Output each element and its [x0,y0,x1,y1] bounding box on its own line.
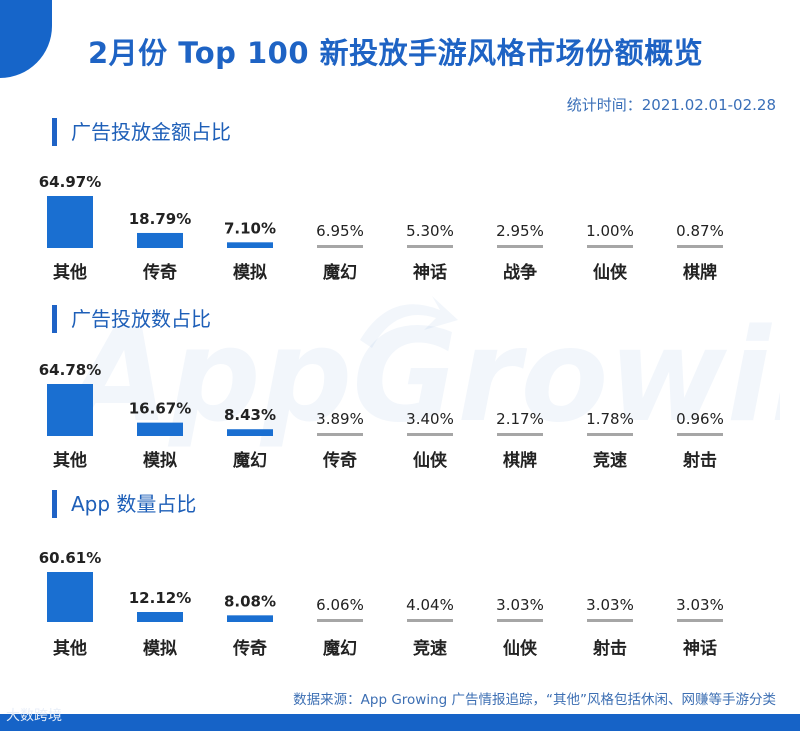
stat-period: 统计时间：2021.02.01-02.28 [566,96,776,114]
value-label-棋牌: 2.17% [496,410,544,428]
category-label-仙侠: 仙侠 [593,262,628,283]
category-label-传奇: 传奇 [322,450,357,471]
bar-传奇 [227,615,273,622]
bar-其他 [47,572,93,622]
bar-其他 [47,196,93,248]
bar-模拟 [227,242,273,248]
bar-神话 [407,245,453,248]
bar-神话 [677,619,723,622]
category-label-魔幻: 魔幻 [323,638,357,659]
chart-ad-count-share: 64.78% 其他 16.67% 模拟 8.43% 魔幻 3.89% 传奇 3.40% 仙侠 2.1… [39,361,724,471]
value-label-仙侠: 3.03% [496,596,544,614]
value-label-传奇: 3.89% [316,410,364,428]
category-label-竞速: 竞速 [593,450,627,471]
category-label-仙侠: 仙侠 [413,450,448,471]
bar-射击 [677,433,723,436]
category-label-其他: 其他 [53,638,87,659]
bar-仙侠 [497,619,543,622]
watermark-arrow-icon [360,296,458,348]
category-label-其他: 其他 [53,262,87,283]
bar-仙侠 [407,433,453,436]
category-label-竞速: 竞速 [413,638,447,659]
category-label-射击: 射击 [592,638,627,659]
bar-魔幻 [317,619,363,622]
value-label-射击: 3.03% [586,596,634,614]
category-label-射击: 射击 [682,450,717,471]
bar-模拟 [137,422,183,436]
bar-魔幻 [317,245,363,248]
bar-传奇 [137,232,183,248]
footer-note: 数据来源：App Growing 广告情报追踪，“其他”风格包括休闲、网赚等手游… [293,692,776,708]
value-label-魔幻: 6.95% [316,222,364,240]
value-label-战争: 2.95% [496,222,544,240]
category-label-棋牌: 棋牌 [683,262,717,283]
category-label-仙侠: 仙侠 [503,638,538,659]
value-label-模拟: 12.12% [129,589,191,607]
value-label-神话: 5.30% [406,222,454,240]
value-label-仙侠: 3.40% [406,410,454,428]
bottom-bar [0,714,800,731]
category-label-模拟: 模拟 [143,638,177,659]
section-heading-ad-spend: 广告投放金额占比 [52,118,231,146]
value-label-传奇: 8.08% [224,592,276,610]
value-label-竞速: 4.04% [406,596,454,614]
value-label-魔幻: 8.43% [224,406,276,424]
value-label-传奇: 18.79% [129,210,191,228]
value-label-其他: 60.61% [39,549,101,567]
bar-竞速 [407,619,453,622]
bar-射击 [587,619,633,622]
category-label-模拟: 模拟 [233,262,267,283]
category-label-传奇: 传奇 [142,262,177,283]
bar-魔幻 [227,429,273,436]
value-label-棋牌: 0.87% [676,222,724,240]
bar-棋牌 [677,245,723,248]
category-label-其他: 其他 [53,450,87,471]
bar-棋牌 [497,433,543,436]
chart-ad-spend-share: 64.97% 其他 18.79% 传奇 7.10% 模拟 6.95% 魔幻 5.30% 神话 2.9… [39,173,724,283]
category-label-战争: 战争 [503,262,537,283]
category-label-传奇: 传奇 [232,638,267,659]
value-label-射击: 0.96% [676,410,724,428]
category-label-魔幻: 魔幻 [233,450,267,471]
corner-accent [0,0,52,78]
value-label-其他: 64.78% [39,361,101,379]
value-label-神话: 3.03% [676,596,724,614]
chart-app-count-share: 60.61% 其他 12.12% 模拟 8.08% 传奇 6.06% 魔幻 4.04% 竞速 3.0… [39,549,724,659]
value-label-魔幻: 6.06% [316,596,364,614]
value-label-模拟: 16.67% [129,400,191,418]
bar-其他 [47,384,93,436]
section-heading-ad-count: 广告投放数占比 [52,305,211,333]
category-label-神话: 神话 [413,262,447,283]
bar-模拟 [137,612,183,622]
category-label-棋牌: 棋牌 [503,450,537,471]
page-title: 2月份 Top 100 新投放手游风格市场份额概览 [88,36,704,70]
value-label-其他: 64.97% [39,173,101,191]
value-label-模拟: 7.10% [224,219,276,237]
bar-战争 [497,245,543,248]
value-label-竞速: 1.78% [586,410,634,428]
section-heading-app-count: App 数量占比 [52,490,196,518]
category-label-神话: 神话 [683,638,717,659]
bar-竞速 [587,433,633,436]
value-label-仙侠: 1.00% [586,222,634,240]
category-label-魔幻: 魔幻 [323,262,357,283]
bar-仙侠 [587,245,633,248]
category-label-模拟: 模拟 [143,450,177,471]
corner-watermark: 大数跨境 [6,708,62,724]
bar-传奇 [317,433,363,436]
